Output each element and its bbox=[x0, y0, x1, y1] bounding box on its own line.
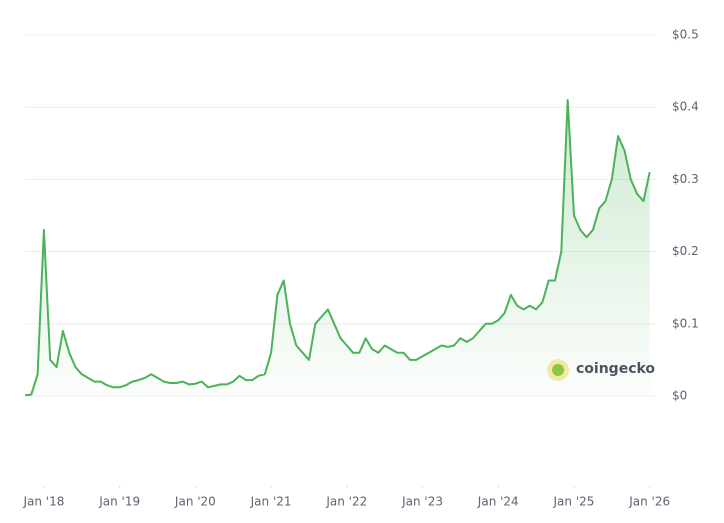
y-tick-label: $0.3 bbox=[672, 172, 699, 186]
x-tick-label: Jan '24 bbox=[477, 495, 519, 509]
x-tick-label: Jan '18 bbox=[22, 495, 64, 509]
price-area bbox=[25, 100, 650, 396]
x-tick-label: Jan '23 bbox=[401, 495, 443, 509]
watermark: coingecko bbox=[547, 359, 655, 381]
y-tick-label: $0 bbox=[672, 389, 687, 403]
y-tick-label: $0.4 bbox=[672, 100, 699, 114]
x-tick-label: Jan '19 bbox=[98, 495, 140, 509]
x-tick-label: Jan '26 bbox=[628, 495, 670, 509]
y-tick-label: $0.2 bbox=[672, 244, 699, 258]
logo-inner bbox=[552, 364, 564, 376]
x-tick-label: Jan '20 bbox=[174, 495, 216, 509]
x-tick-label: Jan '25 bbox=[553, 495, 595, 509]
x-tick-label: Jan '22 bbox=[325, 495, 367, 509]
y-tick-label: $0.5 bbox=[672, 28, 699, 42]
price-line bbox=[24, 99, 651, 397]
y-tick-label: $0.1 bbox=[672, 316, 699, 330]
x-tick-label: Jan '21 bbox=[250, 495, 292, 509]
watermark-text: coingecko bbox=[576, 361, 655, 377]
